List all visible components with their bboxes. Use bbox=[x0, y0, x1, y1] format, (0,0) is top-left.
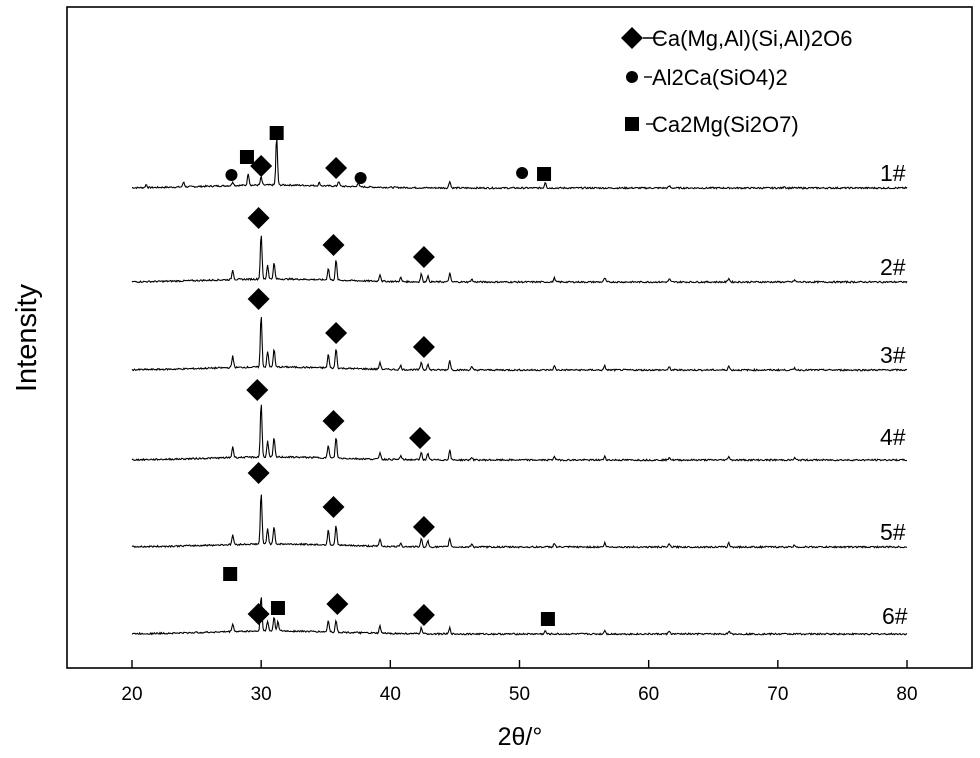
x-tick-label-40: 40 bbox=[380, 684, 401, 705]
series-label-6: 6# bbox=[882, 603, 908, 629]
x-tick-label-50: 50 bbox=[509, 684, 530, 705]
marker-diamond-series-4-1 bbox=[246, 379, 269, 401]
marker-diamond-series-2-2 bbox=[322, 234, 345, 256]
legend-label-diamond: Ca(Mg,Al)(Si,Al)2O6 bbox=[652, 26, 852, 51]
trace-5 bbox=[131, 494, 908, 549]
plot-frame bbox=[66, 6, 973, 669]
legend-diamond-icon bbox=[621, 27, 643, 49]
marker-diamond-series-2-3 bbox=[412, 246, 435, 268]
trace-6 bbox=[131, 597, 908, 636]
trace-3 bbox=[131, 317, 907, 372]
marker-diamond-series-5-1 bbox=[247, 462, 270, 484]
marker-circle-series-1-7 bbox=[516, 167, 529, 179]
series-labels: 1# 2# 3# 4# 5# 6# bbox=[880, 160, 908, 629]
marker-square-series-6-1 bbox=[223, 567, 238, 581]
marker-circle-series-1-1 bbox=[225, 169, 238, 181]
marker-diamond-series-6-5 bbox=[412, 604, 435, 626]
marker-diamond-series-3-2 bbox=[325, 322, 348, 344]
x-tick-label-80: 80 bbox=[896, 684, 917, 705]
phase-markers bbox=[223, 126, 555, 626]
trace-1 bbox=[131, 138, 908, 190]
marker-square-series-6-3 bbox=[270, 601, 285, 615]
marker-diamond-series-1-5 bbox=[325, 157, 348, 179]
legend-label-circle: Al2Ca(SiO4)2 bbox=[652, 65, 788, 90]
marker-square-series-1-8 bbox=[537, 167, 552, 181]
marker-square-series-1-2 bbox=[239, 150, 254, 164]
x-tick-label-60: 60 bbox=[638, 684, 659, 705]
legend-circle-icon bbox=[626, 71, 638, 83]
x-axis-title: 2θ/° bbox=[498, 723, 543, 751]
marker-diamond-series-3-1 bbox=[247, 288, 270, 310]
marker-circle-series-1-6 bbox=[354, 172, 367, 184]
marker-diamond-series-5-2 bbox=[322, 496, 345, 518]
trace-2 bbox=[131, 235, 908, 284]
legend: Ca(Mg,Al)(Si,Al)2O6 Al2Ca(SiO4)2 Ca2Mg(Si2… bbox=[621, 26, 852, 137]
marker-diamond-series-6-2 bbox=[247, 603, 270, 625]
y-axis-title: Intensity bbox=[11, 284, 43, 392]
series-label-5: 5# bbox=[880, 519, 906, 545]
marker-diamond-series-2-1 bbox=[247, 207, 270, 229]
marker-diamond-series-3-3 bbox=[412, 336, 435, 358]
legend-label-square: Ca2Mg(Si2O7) bbox=[652, 112, 799, 137]
x-tick-label-30: 30 bbox=[251, 684, 272, 705]
legend-square-icon bbox=[625, 117, 639, 131]
marker-diamond-series-5-3 bbox=[412, 516, 435, 538]
marker-diamond-series-6-4 bbox=[326, 593, 349, 615]
series-label-1: 1# bbox=[880, 160, 906, 186]
series-label-4: 4# bbox=[880, 424, 906, 450]
x-tick-label-20: 20 bbox=[121, 684, 142, 705]
marker-diamond-series-4-3 bbox=[409, 427, 432, 449]
marker-diamond-series-1-3 bbox=[250, 155, 273, 177]
x-axis-ticks: 20 30 40 50 60 70 80 bbox=[121, 660, 918, 705]
series-traces bbox=[131, 138, 908, 636]
trace-4 bbox=[131, 404, 908, 462]
series-label-2: 2# bbox=[880, 254, 906, 280]
marker-diamond-series-4-2 bbox=[322, 410, 345, 432]
marker-square-series-1-4 bbox=[269, 126, 284, 140]
x-tick-label-70: 70 bbox=[767, 684, 788, 705]
marker-square-series-6-6 bbox=[540, 612, 555, 626]
series-label-3: 3# bbox=[880, 342, 906, 368]
